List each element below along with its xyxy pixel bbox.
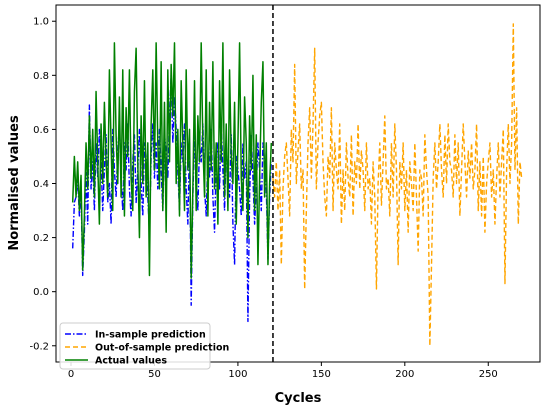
- y-axis: -0.2 0.0 0.2 0.4 0.6 0.8 1.0: [29, 17, 56, 352]
- legend-label-1: In-sample prediction: [95, 330, 206, 341]
- legend-label-3: Actual values: [95, 356, 167, 367]
- x-axis-label: Cycles: [275, 391, 322, 406]
- y-tick-label: 1.0: [33, 17, 49, 28]
- x-tick-label: 50: [148, 369, 161, 380]
- legend-box: [59, 322, 211, 370]
- legend: In-sample prediction Out-of-sample predic…: [59, 322, 229, 370]
- x-tick-label: 0: [68, 369, 74, 380]
- y-tick-label: 0.4: [33, 179, 49, 190]
- x-tick-label: 150: [312, 369, 331, 380]
- y-tick-label: 0.8: [33, 71, 49, 82]
- y-axis-label: Normalised values: [7, 115, 22, 251]
- series-line-3: [71, 42, 273, 279]
- x-tick-label: 250: [479, 369, 498, 380]
- y-tick-label: 0.2: [33, 233, 49, 244]
- legend-label-2: Out-of-sample prediction: [95, 343, 229, 354]
- x-tick-label: 200: [395, 369, 414, 380]
- x-tick-label: 100: [228, 369, 247, 380]
- series-line-2: [272, 23, 523, 347]
- y-tick-label: -0.2: [29, 341, 49, 352]
- y-tick-label: 0.6: [33, 125, 49, 136]
- y-tick-label: 0.0: [33, 287, 49, 298]
